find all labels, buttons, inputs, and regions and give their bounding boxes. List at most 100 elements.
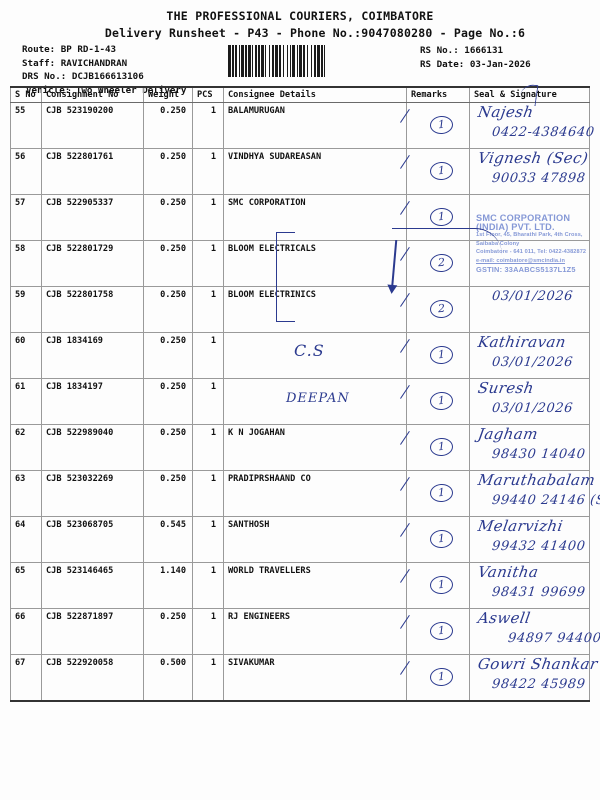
remarks-circled-count: 1: [429, 667, 454, 687]
signature-phone-or-date: 98431 99699: [491, 585, 587, 600]
cell-consignment: CJB 522801729: [41, 240, 144, 287]
cell-sno: 61: [10, 378, 42, 425]
table-row: 65 CJB 523146465 1.140 1 WORLD TRAVELLERS 1 Va…: [10, 562, 590, 609]
cell-remarks: 1: [400, 562, 470, 609]
cell-remarks: 1: [400, 516, 470, 563]
cell-weight: 0.545: [143, 516, 193, 563]
cell-pcs: 1: [192, 562, 224, 609]
cell-sno: 65: [10, 562, 42, 609]
cell-remarks: 1: [400, 424, 470, 471]
cell-details: VINDHYA SUDAREASAN: [223, 148, 407, 195]
remarks-circled-count: 1: [429, 115, 454, 135]
page-title: THE PROFESSIONAL COURIERS, COIMBATORE: [166, 9, 434, 23]
signature-phone-or-date: 99440 24146 (Secy): [491, 493, 600, 508]
cell-consignment: CJB 523146465: [41, 562, 144, 609]
table-body: 55 CJB 523190200 0.250 1 BALAMURUGAN 1 Najesh 0…: [10, 102, 600, 702]
cell-remarks: 1: [400, 148, 470, 195]
cell-signature: Vanitha 98431 99699: [469, 562, 590, 609]
cell-signature: Gowri Shankar 98422 45989: [469, 654, 599, 702]
cell-signature: SMC CORPORATION (INDIA) PVT. LTD. 1st Flo…: [469, 194, 590, 274]
signature-name: Gowri Shankar: [476, 655, 600, 673]
signature-phone-or-date: 03/01/2026: [491, 401, 574, 416]
cell-weight: 0.250: [143, 608, 193, 655]
signature-block: 03/01/2026: [478, 288, 574, 305]
stamp-line-3: Coimbatore - 641 011, Tel: 0422-4382872: [476, 249, 587, 255]
cell-weight: 0.250: [143, 378, 193, 425]
cell-sno: 56: [10, 148, 42, 195]
table-row: 57 CJB 522905337 0.250 1 SMC CORPORATION 1 SMC…: [10, 194, 590, 274]
ink-curl-mark: [392, 228, 502, 255]
signature-name: Maruthabalam: [476, 471, 597, 489]
stamp-line-1: SMC CORPORATION (INDIA) PVT. LTD.: [476, 213, 571, 232]
cell-consignment: CJB 522920058: [41, 654, 144, 702]
signature-block: Kathiravan 03/01/2026: [476, 333, 574, 371]
rs-no-line: RS No.: 1666131: [420, 44, 531, 58]
route-line: Route: BP RD-1-43: [22, 43, 186, 57]
cell-weight: 0.500: [143, 654, 193, 702]
remarks-circled-count: 1: [429, 529, 454, 549]
cell-signature: Melarvizhi 99432 41400: [469, 516, 590, 563]
remarks-circled-count: 2: [429, 253, 454, 273]
remarks-circled-count: 1: [429, 437, 454, 457]
cell-weight: 0.250: [143, 424, 193, 471]
cell-consignment: CJB 523190200: [41, 102, 144, 149]
cell-details: BLOOM ELECTRICALS: [223, 240, 407, 287]
route-value: BP RD-1-43: [60, 44, 117, 55]
staff-value: RAVICHANDRAN: [60, 57, 128, 69]
cell-sno: 58: [10, 240, 42, 287]
signature-name: Vignesh (Sec): [476, 149, 590, 167]
remarks-circled-count: 1: [429, 621, 454, 641]
cell-pcs: 1: [192, 608, 224, 655]
signature-phone-or-date: 99432 41400: [491, 539, 587, 554]
table-row: 67 CJB 522920058 0.500 1 SIVAKUMAR 1 Gowri Sha…: [10, 654, 599, 702]
cell-weight: 0.250: [143, 286, 193, 333]
handwritten-consignee-note: C.S: [294, 341, 325, 360]
table-header: S No Consignment No Weight PCS Consignee…: [10, 86, 590, 103]
cell-details: WORLD TRAVELLERS: [223, 562, 407, 609]
signature-block: Suresh 03/01/2026: [477, 379, 574, 417]
remarks-circled-count: 1: [429, 345, 454, 365]
cell-details: SANTHOSH: [223, 516, 407, 563]
cell-consignment: CJB 522989040: [41, 424, 144, 471]
cell-weight: 1.140: [143, 562, 193, 609]
signature-phone-or-date: 90033 47898: [491, 171, 587, 186]
remarks-circled-count: 1: [429, 391, 454, 411]
cell-weight: 0.250: [143, 470, 193, 517]
page-subtitle: Delivery Runsheet - P43 - Phone No.:9047…: [104, 26, 526, 40]
col-header-consignment: Consignment No: [41, 86, 144, 103]
signature-name: Melarvizhi: [476, 517, 565, 535]
signature-block: Jagham 98430 14040: [476, 425, 587, 463]
cell-consignment: CJB 523068705: [41, 516, 144, 563]
signature-block: Vignesh (Sec) 90033 47898: [476, 149, 590, 187]
signature-block: Gowri Shankar 98422 45989: [476, 655, 600, 693]
cell-pcs: 1: [192, 470, 224, 517]
cell-weight: 0.250: [143, 332, 193, 379]
table-row: 66 CJB 522871897 0.250 1 RJ ENGINEERS 1 Aswell…: [10, 608, 600, 655]
stamp-line-4: e-mail: coimbatore@smcindia.in: [476, 257, 565, 264]
cell-pcs: 1: [192, 148, 224, 195]
cell-consignment: CJB 1834197: [41, 378, 144, 425]
barcode: [228, 45, 412, 77]
cell-weight: 0.250: [143, 194, 193, 241]
cell-signature: 03/01/2026: [469, 286, 590, 333]
cell-pcs: 1: [192, 194, 224, 241]
signature-block: Vanitha 98431 99699: [477, 563, 587, 601]
col-header-pcs: PCS: [192, 86, 224, 103]
remarks-circled-count: 1: [429, 483, 454, 503]
cell-details: K N JOGAHAN: [223, 424, 407, 471]
cell-remarks: 2: [400, 286, 470, 333]
remarks-circled-count: 1: [429, 207, 454, 227]
signature-phone-or-date: 03/01/2026: [491, 355, 574, 370]
signature-name: Kathiravan: [476, 333, 568, 351]
signature-name: Jagham: [476, 425, 540, 443]
remarks-circled-count: 1: [429, 161, 454, 181]
header-row: S No Consignment No Weight PCS Consignee…: [10, 86, 590, 103]
header-meta-right: RS No.: 1666131 RS Date: 03-Jan-2026: [420, 44, 531, 71]
cell-details: BLOOM ELECTRINICS: [223, 286, 407, 333]
cell-consignment: CJB 522871897: [41, 608, 144, 655]
cell-sno: 59: [10, 286, 42, 333]
cell-signature: Najesh 0422-4384640: [469, 102, 595, 149]
cell-remarks: 1: [400, 378, 470, 425]
col-header-weight: Weight: [143, 86, 193, 103]
table-row: 64 CJB 523068705 0.545 1 SANTHOSH 1 Melarvizhi…: [10, 516, 590, 563]
